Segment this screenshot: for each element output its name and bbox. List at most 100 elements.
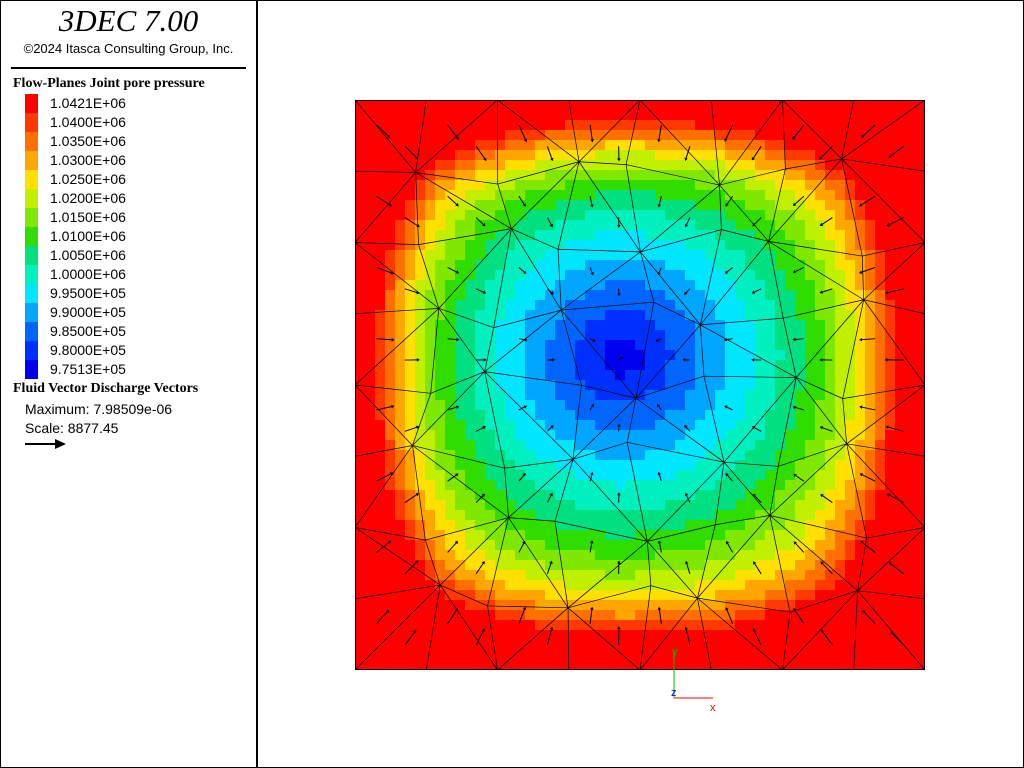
contour-cell <box>405 630 416 641</box>
contour-cell <box>775 480 786 491</box>
contour-cell <box>715 350 726 361</box>
mesh-edge <box>650 585 698 599</box>
contour-cell <box>565 170 576 181</box>
contour-cell <box>845 420 856 431</box>
contour-cell <box>745 640 756 651</box>
contour-cell <box>695 410 706 421</box>
contour-cell <box>685 170 696 181</box>
contour-cell <box>805 580 816 591</box>
contour-cell <box>685 390 696 401</box>
contour-cell <box>635 340 646 351</box>
contour-cell <box>745 620 756 631</box>
mesh-edge <box>438 308 494 329</box>
contour-cell <box>865 130 876 141</box>
contour-cell <box>545 370 556 381</box>
contour-cell <box>775 270 786 281</box>
discharge-vector-head <box>859 270 863 274</box>
contour-cell <box>565 370 576 381</box>
contour-cell <box>515 280 526 291</box>
contour-cell <box>695 220 706 231</box>
contour-cell <box>515 150 526 161</box>
contour-cell <box>485 430 496 441</box>
contour-cell <box>465 200 476 211</box>
contour-cell <box>575 580 586 591</box>
contour-cell <box>575 210 586 221</box>
contour-cell <box>425 200 436 211</box>
contour-cell <box>845 410 856 421</box>
contour-cell <box>845 160 856 171</box>
mesh-edge <box>703 376 725 463</box>
contour-cell <box>665 250 676 261</box>
discharge-vector-head <box>481 493 486 498</box>
contour-cell <box>495 510 506 521</box>
contour-cell <box>675 620 686 631</box>
contour-cell <box>655 580 666 591</box>
contour-cell <box>445 140 456 151</box>
contour-cell <box>885 500 896 511</box>
vector-legend-title: Fluid Vector Discharge Vectors <box>13 381 199 396</box>
contour-plot[interactable] <box>355 100 925 670</box>
legend-level-label: 1.0150E+06 <box>50 209 126 225</box>
contour-cell <box>575 260 586 271</box>
discharge-vector <box>589 124 593 140</box>
discharge-vector-head <box>685 492 689 497</box>
contour-cell <box>825 530 836 541</box>
contour-cell <box>395 320 406 331</box>
contour-cell <box>655 510 666 521</box>
contour-cell <box>705 500 716 511</box>
contour-cell <box>875 510 886 521</box>
contour-cell <box>495 530 506 541</box>
contour-cell <box>575 340 586 351</box>
contour-cell <box>705 370 716 381</box>
contour-cell <box>385 380 396 391</box>
contour-cell <box>765 650 776 661</box>
contour-cell <box>835 100 846 111</box>
contour-cell <box>665 330 676 341</box>
contour-cell <box>895 560 906 571</box>
contour-cell <box>425 220 436 231</box>
contour-cell <box>525 530 536 541</box>
contour-cell <box>565 290 576 301</box>
contour-cell <box>745 290 756 301</box>
contour-cell <box>635 400 646 411</box>
contour-cell <box>645 340 656 351</box>
legend-level: 1.0300E+06 <box>25 151 245 170</box>
contour-cell <box>635 330 646 341</box>
contour-cell <box>805 520 816 531</box>
contour-cell <box>895 590 906 601</box>
contour-cell <box>805 280 816 291</box>
contour-cell <box>515 390 526 401</box>
contour-cell <box>555 110 566 121</box>
contour-cell <box>725 150 736 161</box>
contour-cell <box>535 460 546 471</box>
contour-cell <box>475 410 486 421</box>
contour-cell <box>595 250 606 261</box>
contour-cell <box>475 270 486 281</box>
contour-cell <box>645 140 656 151</box>
discharge-vector <box>447 542 457 553</box>
contour-cell <box>425 230 436 241</box>
contour-cell <box>475 260 486 271</box>
contour-cell <box>355 120 366 131</box>
contour-cell <box>585 110 596 121</box>
discharge-vector-head <box>859 405 863 409</box>
mesh-edge <box>508 459 574 518</box>
contour-cell <box>355 610 366 621</box>
contour-cell <box>905 350 916 361</box>
discharge-vector-head <box>818 156 823 160</box>
contour-cell <box>785 630 796 641</box>
contour-cell <box>595 270 606 281</box>
contour-cell <box>785 360 796 371</box>
mesh-edge <box>640 184 720 253</box>
contour-cell <box>535 120 546 131</box>
plot-area[interactable]: y z x <box>258 1 1023 767</box>
contour-cell <box>725 410 736 421</box>
mesh-edge <box>635 397 725 463</box>
mesh-edge <box>511 228 562 311</box>
discharge-vector-head <box>589 540 594 544</box>
contour-cell <box>455 290 466 301</box>
contour-cell <box>685 470 696 481</box>
contour-cell <box>755 370 766 381</box>
contour-cell <box>465 300 476 311</box>
contour-cell <box>575 160 586 171</box>
